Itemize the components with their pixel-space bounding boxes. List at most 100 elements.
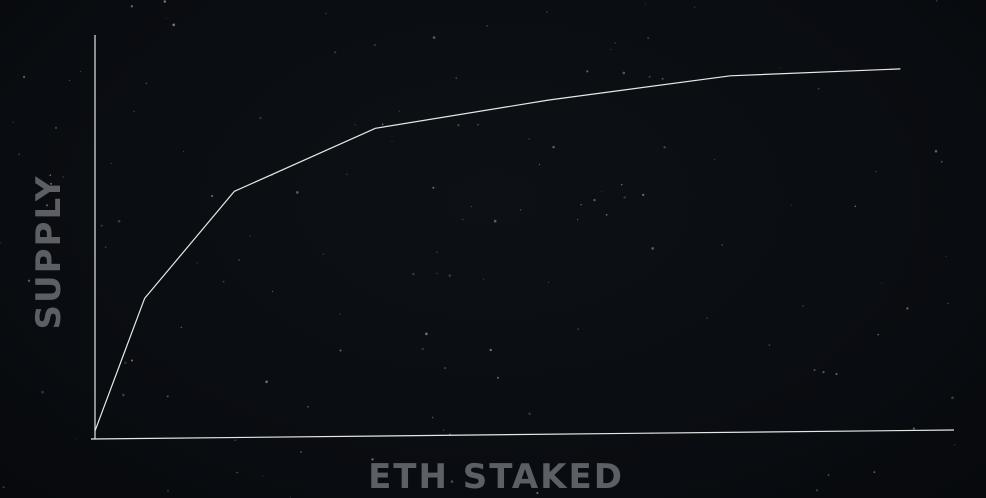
star-dot xyxy=(457,124,460,127)
star-dot xyxy=(68,79,71,81)
star-dot xyxy=(778,67,781,69)
star-dot xyxy=(346,173,348,175)
star-dot xyxy=(110,162,112,164)
star-dot xyxy=(163,0,167,3)
star-dot xyxy=(79,70,82,73)
star-dot xyxy=(912,427,916,430)
star-dot xyxy=(827,474,830,476)
star-dot xyxy=(552,145,555,149)
star-dot xyxy=(124,361,127,365)
star-dot xyxy=(817,87,820,90)
star-dot xyxy=(271,290,274,293)
star-dot xyxy=(300,450,303,454)
star-dot xyxy=(489,348,492,352)
star-dot xyxy=(436,273,438,275)
star-dot xyxy=(222,280,225,283)
star-dot xyxy=(854,205,857,208)
star-dot xyxy=(339,349,342,352)
star-dot xyxy=(802,304,805,307)
star-dot xyxy=(528,138,531,140)
star-dot xyxy=(875,170,877,173)
star-dot xyxy=(167,489,169,492)
series-group xyxy=(94,68,901,432)
star-dot xyxy=(425,332,428,336)
star-dot xyxy=(442,429,445,432)
star-dot xyxy=(694,6,696,8)
star-dot xyxy=(648,75,651,78)
star-dot xyxy=(768,344,770,346)
star-dot xyxy=(586,70,589,73)
star-dot xyxy=(307,405,309,408)
star-dot xyxy=(601,190,603,192)
star-dot xyxy=(642,193,645,197)
star-dot xyxy=(165,18,167,20)
star-dot xyxy=(431,416,434,419)
series-line-0 xyxy=(94,68,901,432)
star-dot xyxy=(610,48,612,51)
star-dot xyxy=(520,209,522,211)
star-dot xyxy=(815,489,819,492)
star-dot xyxy=(183,150,185,152)
star-dot xyxy=(721,244,723,246)
star-dot xyxy=(236,471,238,474)
star-dot xyxy=(133,110,136,113)
star-dot xyxy=(448,274,452,277)
star-dot xyxy=(180,326,183,329)
star-dot xyxy=(412,273,415,276)
star-dot xyxy=(461,218,464,221)
star-dot xyxy=(470,205,472,208)
star-dot xyxy=(945,255,947,257)
star-dot xyxy=(373,44,376,46)
star-dot xyxy=(822,370,825,374)
star-dot xyxy=(547,281,550,284)
star-dot xyxy=(432,186,435,189)
y-axis-label: SUPPLY xyxy=(29,175,69,330)
star-dot xyxy=(477,123,479,126)
star-dot xyxy=(835,372,838,376)
star-dot xyxy=(450,480,454,483)
star-dot xyxy=(444,367,446,369)
star-dot xyxy=(953,444,956,446)
star-dot xyxy=(935,0,938,2)
star-dot xyxy=(714,158,716,160)
star-dot xyxy=(12,121,14,123)
star-dot xyxy=(100,224,103,227)
star-dot xyxy=(2,486,5,489)
star-dot xyxy=(663,146,666,149)
x-axis-line xyxy=(90,429,955,440)
star-dot xyxy=(620,183,623,186)
star-dot xyxy=(104,246,107,249)
star-dot xyxy=(122,393,125,397)
star-dot xyxy=(262,475,264,477)
star-dot xyxy=(813,369,816,372)
star-dot xyxy=(881,282,883,284)
star-dot xyxy=(391,140,393,142)
star-dot xyxy=(520,469,522,471)
star-dot xyxy=(75,438,77,440)
star-dot xyxy=(873,471,876,473)
star-dot xyxy=(486,25,488,27)
star-dot xyxy=(371,458,374,461)
star-dot xyxy=(455,77,458,79)
star-dot xyxy=(130,5,134,8)
star-dot xyxy=(577,328,580,331)
star-dot xyxy=(210,194,214,198)
star-dot xyxy=(117,219,121,223)
star-dot xyxy=(947,302,949,305)
x-axis-label: ETH STAKED xyxy=(368,457,624,497)
star-dot xyxy=(538,163,541,166)
star-dot xyxy=(27,279,31,282)
star-dot xyxy=(644,3,646,5)
star-dot xyxy=(325,13,327,15)
star-dot xyxy=(593,198,596,202)
star-dot xyxy=(528,412,531,415)
star-dot xyxy=(398,110,401,113)
star-dot xyxy=(55,126,57,129)
star-dot xyxy=(614,42,617,44)
star-dot xyxy=(381,123,384,126)
star-dot xyxy=(0,241,2,244)
star-dot xyxy=(934,149,938,153)
star-dot xyxy=(295,191,299,194)
